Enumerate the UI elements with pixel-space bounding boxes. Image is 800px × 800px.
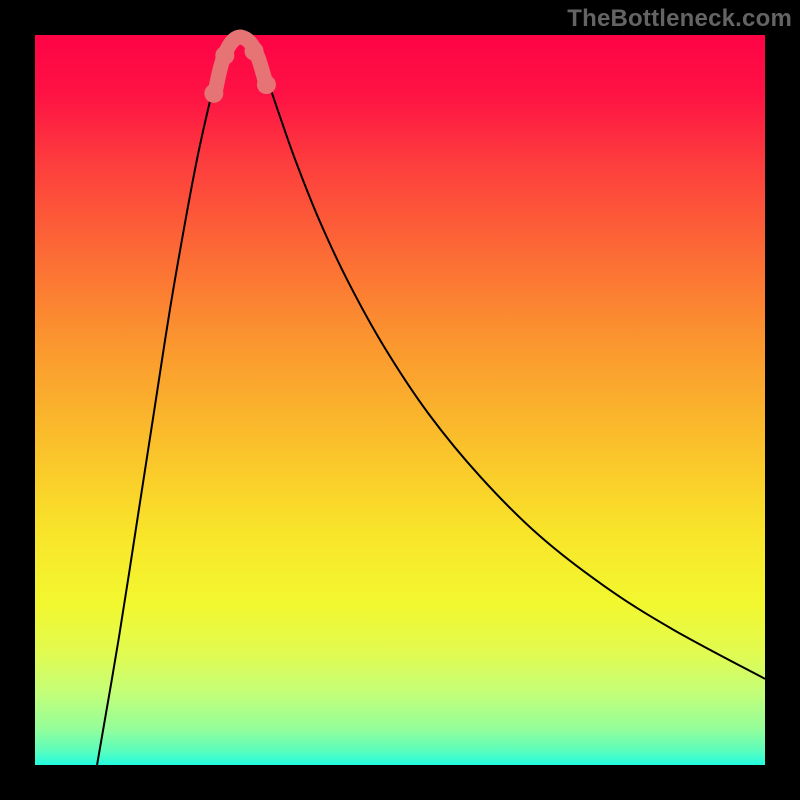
plot-background-gradient (35, 35, 765, 765)
scatter-point-1 (215, 46, 234, 65)
watermark-text: TheBottleneck.com (567, 5, 792, 33)
scatter-point-2 (245, 42, 264, 61)
bottleneck-curve-plot (0, 0, 800, 800)
scatter-point-3 (257, 75, 276, 94)
scatter-point-0 (204, 84, 223, 103)
